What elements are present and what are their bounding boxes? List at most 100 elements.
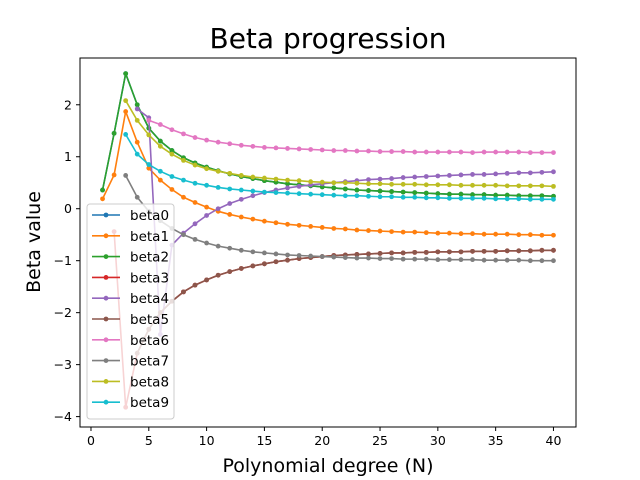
data-point-beta7 — [551, 258, 556, 264]
x-tick-label: 5 — [145, 433, 153, 448]
data-point-beta1 — [296, 222, 302, 228]
data-point-beta4 — [551, 169, 556, 175]
data-point-beta5 — [273, 259, 279, 265]
legend-item-beta1: beta1 — [92, 229, 169, 245]
data-point-beta5 — [227, 269, 233, 274]
data-point-beta6 — [527, 150, 533, 155]
data-point-beta9 — [516, 196, 522, 202]
data-point-beta2 — [539, 193, 545, 199]
data-point-beta7 — [366, 255, 371, 261]
data-point-beta9 — [157, 168, 163, 174]
data-point-beta9 — [504, 196, 510, 202]
data-point-beta8 — [412, 181, 418, 187]
y-tick-label: −2 — [54, 305, 72, 320]
data-point-beta7 — [493, 257, 499, 263]
data-point-beta4 — [493, 171, 499, 177]
x-axis: 0 5 10 15 20 25 30 35 40 — [87, 427, 561, 448]
x-axis-label: Polynomial degree (N) — [222, 455, 433, 477]
data-point-beta2 — [366, 188, 371, 193]
data-point-beta7 — [123, 173, 129, 178]
legend: beta0 beta1 beta2 beta3 beta4 beta5 beta6 beta7… — [86, 203, 175, 420]
data-point-beta9 — [192, 180, 198, 186]
data-point-beta8 — [331, 180, 337, 186]
data-point-beta9 — [215, 185, 221, 190]
data-point-beta9 — [123, 132, 129, 137]
data-point-beta6 — [504, 149, 510, 155]
data-point-beta8 — [227, 170, 233, 176]
data-point-beta7 — [319, 254, 325, 259]
data-point-beta7 — [447, 257, 452, 263]
data-point-beta7 — [527, 258, 533, 264]
data-point-beta9 — [527, 196, 533, 202]
series-line-beta1 — [101, 110, 554, 237]
data-point-beta6 — [146, 117, 152, 123]
data-point-beta6 — [238, 142, 244, 148]
data-point-beta8 — [134, 117, 140, 123]
data-point-beta6 — [481, 149, 487, 155]
y-tick-label: −1 — [54, 253, 72, 268]
data-point-beta2 — [169, 148, 175, 153]
data-point-beta8 — [527, 183, 533, 189]
data-point-beta2 — [412, 190, 418, 196]
data-point-beta1 — [435, 230, 441, 236]
data-point-beta8 — [447, 182, 452, 188]
data-point-beta9 — [169, 174, 175, 179]
data-point-beta2 — [331, 185, 337, 191]
legend-swatch-marker — [103, 212, 109, 218]
data-point-beta6 — [389, 149, 394, 154]
data-point-beta1 — [527, 232, 533, 238]
y-tick-label: −4 — [54, 409, 72, 424]
data-point-beta2 — [354, 187, 360, 193]
data-point-beta6 — [458, 149, 464, 155]
x-tick-label: 25 — [372, 433, 388, 448]
data-point-beta8 — [470, 182, 475, 188]
data-point-beta1 — [262, 218, 267, 224]
x-tick-label: 35 — [488, 433, 504, 448]
data-point-beta9 — [447, 195, 452, 201]
data-point-beta4 — [389, 176, 394, 181]
data-point-beta8 — [504, 183, 510, 189]
data-point-beta6 — [516, 149, 522, 155]
data-point-beta7 — [539, 258, 545, 264]
data-point-beta7 — [215, 243, 221, 249]
data-point-beta8 — [215, 168, 221, 174]
data-point-beta8 — [169, 151, 175, 157]
data-point-beta7 — [481, 257, 487, 263]
data-point-beta9 — [296, 191, 302, 197]
data-point-beta5 — [215, 272, 221, 278]
series-layer — [100, 71, 556, 410]
data-point-beta7 — [227, 245, 233, 251]
data-point-beta6 — [551, 150, 556, 155]
data-point-beta4 — [516, 170, 522, 176]
data-point-beta1 — [493, 231, 499, 237]
legend-item-beta3: beta3 — [92, 270, 169, 286]
data-point-beta6 — [296, 146, 302, 152]
legend-item-beta7: beta7 — [92, 354, 169, 370]
data-point-beta6 — [273, 145, 279, 151]
legend-label: beta2 — [130, 250, 169, 266]
data-point-beta1 — [470, 231, 475, 237]
data-point-beta6 — [250, 143, 256, 149]
data-point-beta9 — [308, 191, 314, 197]
data-point-beta1 — [342, 226, 348, 232]
data-point-beta6 — [412, 149, 418, 155]
data-point-beta4 — [238, 196, 244, 202]
data-point-beta2 — [342, 186, 348, 192]
legend-item-beta4: beta4 — [92, 291, 169, 307]
data-point-beta7 — [285, 252, 290, 258]
data-point-beta4 — [227, 201, 233, 206]
data-point-beta9 — [539, 196, 545, 202]
data-point-beta1 — [551, 232, 556, 238]
data-point-beta5 — [470, 248, 475, 254]
data-point-beta6 — [354, 148, 360, 154]
data-point-beta6 — [215, 139, 221, 145]
data-point-beta7 — [204, 240, 210, 246]
data-point-beta1 — [400, 229, 406, 235]
data-point-beta8 — [192, 162, 198, 168]
data-point-beta8 — [273, 176, 279, 182]
data-point-beta1 — [504, 231, 510, 237]
data-point-beta8 — [308, 179, 314, 185]
data-point-beta5 — [423, 249, 429, 255]
data-point-beta4 — [377, 176, 383, 182]
plot-frame — [79, 57, 577, 428]
